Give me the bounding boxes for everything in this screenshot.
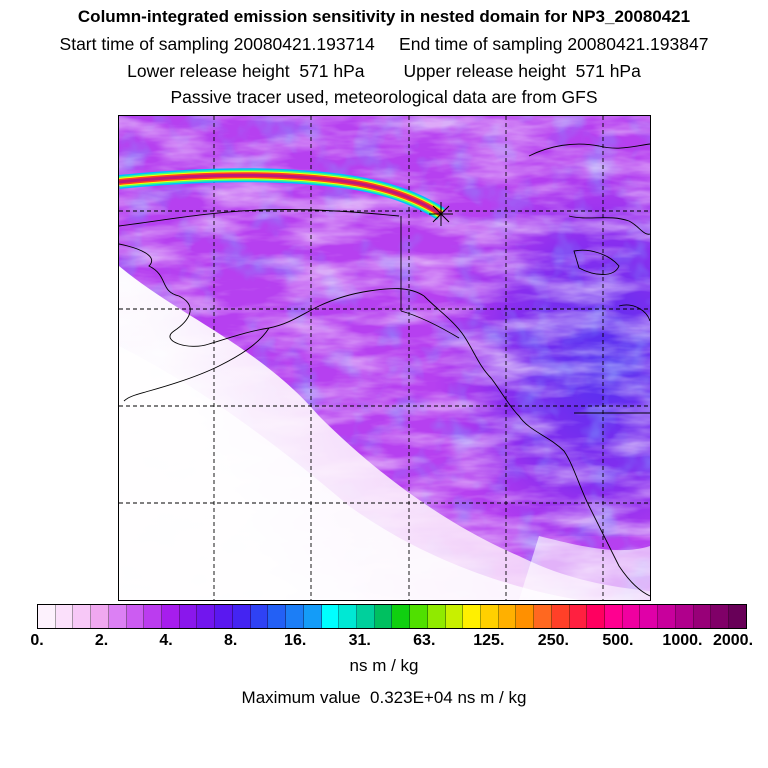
colorbar-swatch (516, 605, 535, 628)
colorbar-swatch (729, 605, 746, 628)
colorbar-swatch (445, 605, 464, 628)
colorbar-tick-label: 0. (30, 632, 44, 649)
colorbar-swatch (126, 605, 145, 628)
colorbar-swatch (410, 605, 428, 628)
colorbar-tick-label: 1000. (662, 632, 703, 649)
colorbar-swatch (605, 605, 623, 628)
colorbar-swatch (374, 605, 393, 628)
coastlines (119, 143, 650, 597)
arctic-coast (119, 209, 400, 227)
colorbar-swatch (480, 605, 499, 628)
colorbar-tick-label: 63. (413, 632, 436, 649)
colorbar-swatch (675, 605, 694, 628)
colorbar-tick-label: 125. (473, 632, 505, 649)
maximum-value: Maximum value 0.323E+04 ns m / kg (241, 688, 527, 707)
arctic-islands-coast (528, 143, 650, 157)
colorbar-swatch (711, 605, 730, 628)
map-canvas (119, 116, 650, 600)
colorbar-swatch (569, 605, 588, 628)
great-slave-lake (618, 304, 650, 322)
colorbar-swatch (250, 605, 269, 628)
colorbar-swatch (587, 605, 605, 628)
sampling-times: Start time of sampling 20080421.193714 E… (59, 34, 709, 54)
mackenzie-coast (568, 215, 650, 235)
colorbar-tick-label: 2. (94, 632, 109, 649)
colorbar-units: ns m / kg (349, 656, 419, 675)
alaska-west-coast (119, 243, 425, 347)
colorbar-swatch (658, 605, 676, 628)
colorbar-swatch (108, 605, 127, 628)
colorbar-swatch (286, 605, 304, 628)
colorbar-tick-label: 250. (537, 632, 569, 649)
colorbar-swatch (356, 605, 375, 628)
colorbar-tick-label: 2000. (712, 632, 754, 649)
colorbar-swatch (693, 605, 712, 628)
colorbar-swatch (179, 605, 198, 628)
alaska-peninsula (123, 327, 270, 402)
colorbar-tick-label: 4. (159, 632, 173, 649)
pacific-coast (423, 295, 650, 597)
colorbar-swatch (73, 605, 92, 628)
colorbar-swatch (268, 605, 287, 628)
colorbar (37, 604, 747, 629)
colorbar-swatch (463, 605, 481, 628)
track-core (119, 173, 442, 216)
colorbar-swatch (215, 605, 233, 628)
colorbar-swatch (321, 605, 340, 628)
colorbar-swatch (197, 605, 216, 628)
colorbar-tick-label: 16. (284, 632, 307, 649)
colorbar-swatch (91, 605, 109, 628)
colorbar-tick-label: 31. (348, 632, 371, 649)
colorbar-tick-label: 8. (223, 632, 238, 649)
colorbar-swatch (622, 605, 641, 628)
field-low-east (519, 536, 650, 600)
colorbar-swatch (55, 605, 74, 628)
colorbar-swatch (339, 605, 357, 628)
colorbar-swatch (551, 605, 570, 628)
colorbar-swatch (232, 605, 251, 628)
colorbar-swatch (640, 605, 659, 628)
colorbar-tick-label: 500. (602, 632, 634, 649)
colorbar-swatch (392, 605, 411, 628)
tracer-note: Passive tracer used, meteorological data… (170, 87, 598, 107)
colorbar-swatch (534, 605, 552, 628)
colorbar-tick-labels: 0. 2. 4. 8. 16. 31. 63. 125. 250. 500. 1000. 2000. (0, 632, 768, 654)
sensitivity-map (118, 115, 651, 601)
colorbar-swatch (38, 605, 56, 628)
colorbar-swatch (498, 605, 517, 628)
colorbar-swatch (144, 605, 163, 628)
plot-title: Column-integrated emission sensitivity i… (77, 7, 691, 26)
colorbar-swatch (162, 605, 180, 628)
great-bear-lake (573, 249, 620, 275)
panhandle-border (400, 310, 460, 339)
release-track (119, 168, 445, 220)
release-heights: Lower release height 571 hPa Upper relea… (127, 61, 641, 81)
release-point-marker (429, 202, 453, 226)
colorbar-swatch (303, 605, 322, 628)
colorbar-swatch (427, 605, 446, 628)
field-low-core (119, 346, 579, 600)
